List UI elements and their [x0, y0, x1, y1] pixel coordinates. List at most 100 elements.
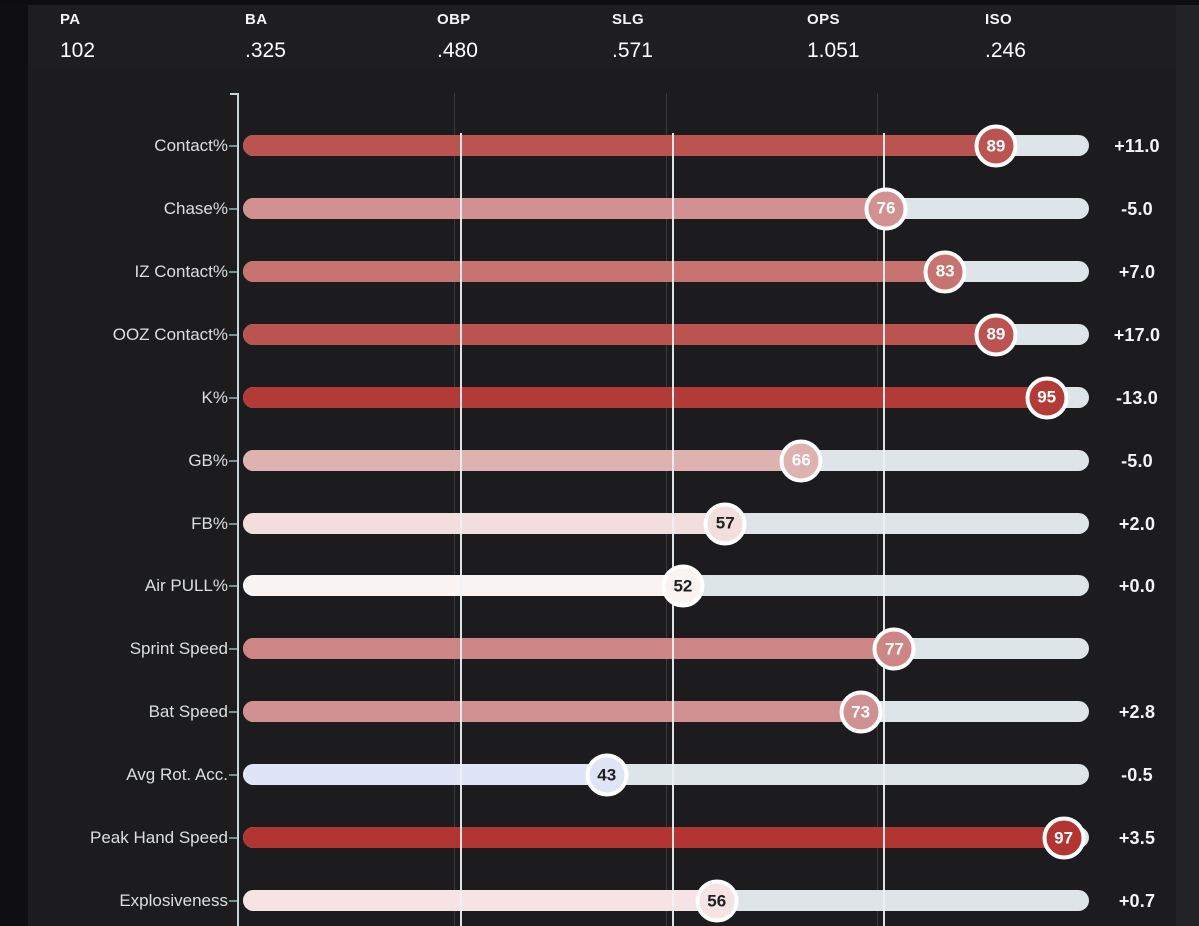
percentile-fill — [243, 701, 861, 723]
percentile-fill — [243, 764, 607, 786]
percentile-value: 43 — [597, 765, 617, 785]
percentile-fill — [243, 512, 726, 534]
delta-value: +3.5 — [1118, 828, 1156, 849]
percentile-value: 89 — [986, 324, 1006, 344]
percentile-row: Contact% 89 +11.0 — [0, 124, 1199, 168]
row-label: Sprint Speed — [129, 639, 228, 659]
row-label: FB% — [191, 513, 228, 533]
percentile-track[interactable] — [243, 764, 1089, 786]
stat-value: .246 — [985, 39, 1026, 62]
delta-value: +17.0 — [1113, 324, 1161, 345]
y-axis-top-tick — [230, 93, 237, 95]
percentile-fill — [243, 323, 996, 345]
percentile-badge[interactable]: 66 — [779, 439, 823, 483]
row-tick-mark — [229, 522, 237, 525]
percentile-badge[interactable]: 73 — [839, 690, 883, 734]
percentile-badge[interactable]: 83 — [923, 250, 967, 294]
percentile-row: FB% 57 +2.0 — [0, 502, 1199, 546]
row-label: K% — [201, 387, 228, 407]
delta-value: -13.0 — [1115, 387, 1159, 408]
percentile-badge[interactable]: 52 — [661, 564, 705, 608]
percentile-track[interactable] — [243, 323, 1089, 345]
gridline — [454, 93, 455, 926]
row-label: Peak Hand Speed — [90, 828, 228, 848]
gridline — [665, 93, 667, 926]
stat-value: .325 — [245, 39, 286, 62]
percentile-fill — [243, 135, 996, 156]
percentile-value: 83 — [935, 261, 955, 281]
percentile-track[interactable] — [243, 827, 1089, 849]
row-tick-mark — [229, 900, 237, 903]
right-edge-panel — [1176, 0, 1199, 926]
y-axis-line — [237, 93, 239, 926]
stat-label: ISO — [985, 11, 1013, 28]
percentile-fill — [243, 260, 946, 282]
percentile-row: Chase% 76 -5.0 — [0, 187, 1199, 231]
gridline-overlay — [883, 133, 885, 926]
percentile-value: 52 — [673, 576, 693, 596]
row-tick-mark — [229, 270, 237, 273]
percentile-fill — [243, 827, 1064, 849]
delta-value: +0.0 — [1118, 576, 1156, 597]
row-tick-mark — [229, 585, 237, 588]
stat-label: OBP — [437, 11, 471, 28]
percentile-badge[interactable]: 89 — [974, 313, 1018, 357]
percentile-badge[interactable]: 95 — [1025, 376, 1069, 420]
row-label: Avg Rot. Acc. — [126, 765, 228, 785]
row-label: Bat Speed — [148, 702, 228, 722]
percentile-fill — [243, 638, 895, 660]
percentile-value: 77 — [884, 639, 904, 659]
stat-column: OBP .480 — [437, 11, 478, 63]
row-label: Explosiveness — [119, 891, 228, 911]
delta-value: -5.0 — [1121, 450, 1153, 471]
stat-column: OPS 1.051 — [807, 11, 860, 63]
stat-column: SLG .571 — [612, 11, 653, 63]
gridline-overlay — [671, 133, 674, 926]
percentile-value: 66 — [791, 450, 811, 470]
percentile-row: GB% 66 -5.0 — [0, 439, 1199, 483]
delta-value: +0.7 — [1118, 891, 1156, 912]
percentile-fill — [243, 890, 717, 912]
percentile-badge[interactable]: 97 — [1042, 816, 1086, 860]
percentile-value: 95 — [1037, 387, 1057, 407]
top-edge-divider — [0, 0, 1199, 5]
row-tick-mark — [229, 459, 237, 462]
row-tick-mark — [229, 333, 237, 336]
percentile-badge[interactable]: 77 — [872, 627, 916, 671]
percentile-track[interactable] — [243, 386, 1089, 408]
row-tick-mark — [229, 207, 237, 210]
row-tick-mark — [229, 711, 237, 714]
percentile-row: Explosiveness 56 +0.7 — [0, 879, 1199, 923]
stat-value: .571 — [612, 39, 653, 62]
delta-value — [1098, 628, 1176, 670]
percentile-track[interactable] — [243, 197, 1089, 219]
percentile-badge[interactable]: 43 — [585, 753, 629, 797]
percentile-track[interactable] — [243, 512, 1089, 534]
row-label: Air PULL% — [144, 576, 228, 596]
percentile-track[interactable] — [243, 701, 1089, 723]
percentile-track[interactable] — [243, 449, 1089, 471]
row-tick-mark — [229, 648, 237, 651]
percentile-track[interactable] — [243, 135, 1089, 156]
percentile-value: 89 — [986, 136, 1006, 155]
percentile-badge[interactable]: 57 — [703, 502, 747, 546]
percentile-row: Avg Rot. Acc. 43 -0.5 — [0, 753, 1199, 797]
percentile-badge[interactable]: 89 — [974, 124, 1018, 168]
delta-value: +11.0 — [1114, 136, 1160, 156]
delta-value: +2.8 — [1118, 702, 1156, 723]
stat-value: 1.051 — [807, 39, 860, 62]
delta-value: +2.0 — [1118, 513, 1156, 534]
stats-header-band — [28, 5, 1176, 65]
percentile-badge[interactable]: 76 — [864, 187, 908, 231]
percentile-track[interactable] — [243, 890, 1089, 912]
percentile-row: Bat Speed 73 +2.8 — [0, 690, 1199, 734]
delta-value: +7.0 — [1118, 261, 1156, 282]
percentile-badge[interactable]: 56 — [695, 879, 739, 923]
row-tick-mark — [229, 837, 237, 840]
percentile-track[interactable] — [243, 260, 1089, 282]
percentile-track[interactable] — [243, 638, 1089, 660]
percentile-row: Air PULL% 52 +0.0 — [0, 564, 1199, 608]
gridline-overlay — [460, 133, 462, 926]
delta-value: -5.0 — [1121, 198, 1153, 219]
